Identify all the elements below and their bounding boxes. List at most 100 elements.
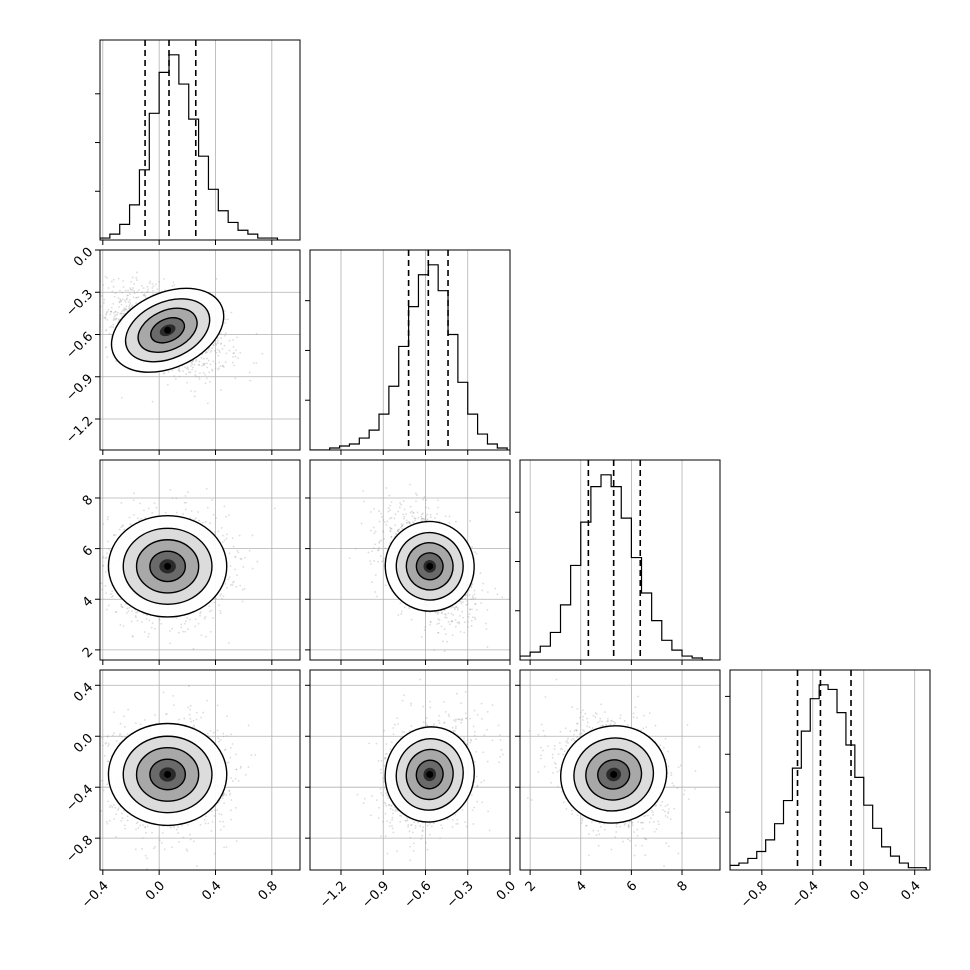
sample-point [214, 342, 217, 345]
sample-point [126, 297, 128, 300]
sample-point [462, 616, 465, 619]
sample-point [471, 546, 473, 548]
sample-point [121, 314, 123, 317]
sample-point [98, 320, 100, 322]
sample-point [369, 529, 372, 532]
sample-point [485, 628, 488, 630]
sample-point [178, 375, 181, 378]
sample-point [400, 503, 403, 506]
sample-point [98, 576, 100, 578]
sample-point [236, 549, 239, 552]
sample-point [406, 521, 408, 524]
sample-point [130, 280, 133, 283]
sample-point [151, 282, 154, 285]
sample-point [421, 517, 424, 520]
sample-point [135, 296, 138, 299]
sample-point [475, 552, 478, 555]
sample-point [441, 640, 444, 643]
sample-point [465, 666, 467, 668]
sample-point [120, 501, 123, 504]
sample-point [473, 589, 476, 592]
sample-point [173, 375, 176, 377]
sample-point [389, 504, 391, 507]
sample-point [378, 541, 381, 544]
sample-point [410, 618, 413, 621]
sample-point [92, 731, 94, 733]
sample-point [417, 516, 420, 519]
sample-point [187, 706, 190, 709]
sample-point [466, 600, 469, 602]
sample-point [160, 622, 163, 625]
sample-point [118, 306, 121, 308]
sample-point [120, 397, 123, 399]
sample-point [223, 505, 226, 508]
sample-point [112, 319, 115, 321]
sample-point [393, 517, 396, 520]
sample-point [222, 595, 225, 598]
sample-point [184, 495, 187, 497]
sample-point [194, 517, 197, 520]
sample-point [189, 708, 192, 711]
sample-point [229, 746, 232, 749]
sample-point [171, 627, 173, 630]
sample-point [215, 597, 218, 600]
sample-point [381, 560, 383, 563]
sample-point [205, 377, 208, 380]
sample-point [227, 318, 229, 321]
sample-point [390, 527, 393, 530]
sample-point [380, 512, 382, 515]
sample-point [127, 289, 130, 292]
sample-point [122, 309, 125, 311]
sample-point [178, 840, 180, 843]
sample-point [131, 635, 134, 637]
sample-point [132, 287, 135, 289]
sample-point [217, 354, 220, 357]
sample-point [145, 617, 148, 620]
sample-point [469, 520, 472, 522]
sample-point [409, 505, 412, 508]
sample-point [450, 620, 453, 622]
sample-point [425, 515, 427, 518]
sample-point [119, 722, 122, 725]
sample-point [134, 615, 137, 617]
sample-point [119, 312, 122, 315]
sample-point [211, 368, 213, 371]
sample-point [239, 351, 242, 354]
sample-point [429, 623, 432, 626]
sample-point [203, 362, 206, 365]
sample-point [132, 635, 135, 638]
sample-point [397, 510, 400, 513]
sample-point [107, 308, 110, 311]
sample-point [474, 603, 476, 605]
sample-point [408, 521, 411, 524]
sample-point [362, 490, 364, 492]
sample-point [188, 371, 191, 373]
sample-point [437, 506, 439, 509]
sample-point [101, 588, 104, 591]
sample-point [173, 283, 176, 286]
sample-point [105, 312, 108, 315]
sample-point [91, 281, 93, 283]
sample-point [463, 631, 466, 634]
sample-point [422, 498, 425, 501]
sample-point [471, 583, 474, 585]
sample-point [382, 529, 384, 532]
sample-point [241, 588, 244, 591]
sample-point [163, 848, 166, 851]
sample-point [109, 313, 112, 316]
sample-point [202, 371, 205, 374]
sample-point [149, 280, 152, 283]
sample-point [412, 521, 414, 523]
sample-point [151, 287, 154, 289]
sample-point [124, 308, 126, 310]
sample-point [186, 366, 189, 369]
sample-point [193, 724, 196, 727]
sample-point [480, 602, 483, 604]
sample-point [140, 621, 143, 623]
density-peak [426, 562, 434, 570]
sample-point [486, 608, 489, 611]
sample-point [128, 299, 131, 301]
sample-point [403, 517, 405, 520]
sample-point [187, 628, 189, 631]
sample-point [397, 530, 400, 533]
